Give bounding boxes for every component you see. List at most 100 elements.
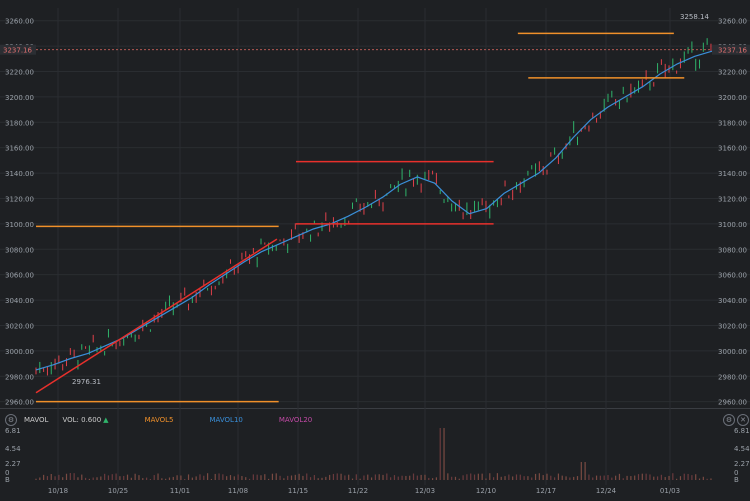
price-tick-label: 3160.00 [718, 145, 747, 153]
volume-bar [710, 478, 712, 480]
price-tick-label: 3000.00 [718, 348, 747, 356]
volume-bar [702, 476, 704, 480]
x-tick-label: 11/01 [170, 487, 190, 495]
price-tick-label: 3040.00 [718, 297, 747, 305]
volume-bar [355, 474, 357, 480]
volume-bar [50, 473, 52, 480]
price-tick-label: 3260.00 [718, 18, 747, 26]
volume-bar [599, 475, 601, 480]
price-tick-label-left: 3180.00 [5, 119, 34, 127]
volume-bar [569, 477, 571, 480]
volume-bar [550, 475, 552, 480]
volume-bar [107, 475, 110, 480]
volume-bar [683, 473, 685, 480]
volume-bar [561, 475, 563, 480]
volume-bar [504, 476, 506, 480]
volume-bar [309, 477, 312, 480]
volume-bar [184, 478, 186, 480]
volume-bar [39, 477, 41, 480]
volume-bar [260, 475, 262, 480]
volume-bar [264, 474, 266, 480]
volume-bar [641, 473, 643, 480]
price-tick-label-left: 3100.00 [5, 221, 34, 229]
volume-bar [241, 476, 243, 480]
volume-bar [588, 474, 590, 480]
up-arrow-icon: ▲ [103, 415, 109, 424]
volume-bar [62, 477, 64, 480]
volume-bar [126, 474, 129, 480]
volume-bar [508, 474, 510, 480]
settings-icon-right[interactable]: ⚙ [723, 414, 735, 426]
volume-bar [294, 474, 296, 480]
volume-bar [149, 478, 151, 480]
volume-bar [500, 476, 502, 480]
volume-bar [645, 473, 647, 480]
close-icon[interactable]: ✕ [737, 414, 749, 426]
volume-bar [668, 475, 670, 480]
volume-tick-label-right: 0 [734, 469, 738, 477]
x-tick-label: 11/22 [348, 487, 368, 495]
x-tick-label: 12/03 [415, 487, 435, 495]
volume-tick-label-right: 4.54 [734, 445, 750, 453]
volume-bar [203, 475, 205, 480]
volume-bar [317, 478, 319, 480]
price-tick-label-left: 2980.00 [5, 373, 34, 381]
volume-bar [65, 473, 68, 480]
volume-bar [145, 477, 148, 480]
volume-bar [462, 475, 464, 480]
volume-bar [298, 473, 300, 480]
volume-bar [370, 477, 373, 480]
volume-bar [348, 474, 350, 480]
volume-bar [664, 477, 666, 480]
volume-bar [420, 474, 422, 480]
volume-bar [54, 476, 56, 480]
volume-bar [584, 462, 586, 480]
volume-bar [180, 475, 182, 480]
volume-bar [412, 473, 415, 480]
volume-bar [386, 473, 388, 480]
volume-bar [306, 473, 308, 480]
volume-value-label: VOL: 0.600 [62, 415, 102, 424]
volume-bar [393, 475, 396, 480]
volume-bar [195, 476, 197, 480]
volume-bar [222, 474, 224, 480]
volume-bar [142, 478, 144, 480]
volume-bar [592, 477, 594, 480]
current-price-tag-left [0, 44, 36, 55]
volume-bar [466, 474, 468, 480]
volume-bar [554, 477, 556, 480]
x-tick-label: 10/18 [48, 487, 68, 495]
volume-bar [35, 478, 37, 480]
price-tick-label: 3180.00 [718, 119, 747, 127]
volume-bar [626, 475, 628, 480]
volume-bar [538, 473, 540, 480]
volume-bar [256, 474, 258, 480]
volume-bar [565, 476, 567, 480]
volume-bar [46, 476, 49, 480]
x-tick-label: 11/08 [228, 487, 248, 495]
volume-bar [637, 474, 640, 480]
volume-bar [153, 475, 155, 480]
volume-bar [313, 475, 315, 480]
price-tick-label-left: 3200.00 [5, 94, 34, 102]
x-tick-label: 01/03 [660, 487, 680, 495]
price-tick-label: 2980.00 [718, 373, 747, 381]
volume-bar [248, 478, 251, 480]
volume-bar [233, 476, 235, 480]
volume-bar [191, 477, 193, 480]
settings-icon[interactable]: ⚙ [5, 413, 17, 426]
volume-indicator-label: MAVOL [24, 415, 49, 424]
volume-tick-label-right: 6.81 [734, 427, 750, 435]
volume-bar [493, 477, 495, 480]
price-tick-label: 3200.00 [718, 94, 747, 102]
panel-divider [0, 408, 750, 409]
price-tick-label: 3220.00 [718, 68, 747, 76]
volume-bar [439, 428, 441, 480]
volume-bar [603, 475, 605, 480]
volume-bar [409, 475, 411, 480]
volume-bar [100, 476, 102, 480]
volume-bar [676, 478, 678, 480]
volume-bar [138, 475, 140, 480]
volume-bar [481, 473, 483, 480]
